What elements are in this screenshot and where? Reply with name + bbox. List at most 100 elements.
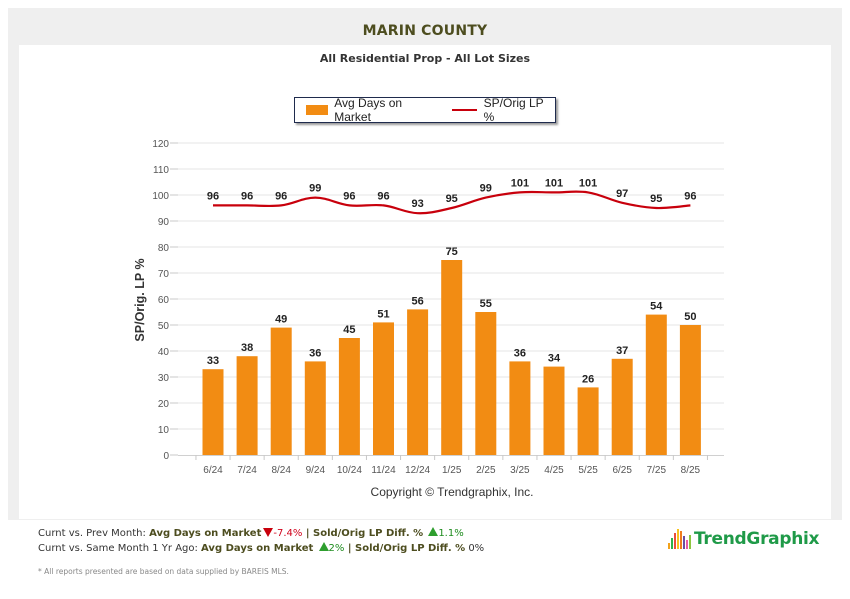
x-axis-ticks: 6/24 7/24 8/24 9/24 10/24 11/24 12/24 1/25 2/25 3… <box>195 455 708 476</box>
y-tick-label: 40 <box>158 347 170 358</box>
bar-data-label: 56 <box>411 295 423 307</box>
bar <box>577 387 599 455</box>
logo-bar <box>668 543 670 549</box>
line-data-label: 101 <box>545 177 563 189</box>
bar-data-labels: 33 38 49 36 45 51 56 75 55 36 34 26 37 54 50 <box>207 246 697 385</box>
logo-bar <box>674 533 676 549</box>
x-tick-label: 8/24 <box>271 465 291 476</box>
bar-data-label: 37 <box>616 345 628 357</box>
legend-bar-label: Avg Days on Market <box>334 96 403 124</box>
bar <box>236 356 258 455</box>
bar-data-label: 36 <box>514 347 526 359</box>
triangle-down-icon <box>263 528 274 537</box>
triangle-up-icon <box>318 542 329 551</box>
bar-series <box>202 260 701 455</box>
stats-year-ago: Curnt vs. Same Month 1 Yr Ago: Avg Days … <box>38 542 485 554</box>
bar <box>338 338 360 455</box>
bar-data-label: 50 <box>684 311 696 323</box>
bar <box>645 314 667 455</box>
logo-text: TrendGraphix <box>694 529 820 549</box>
bar-data-label: 26 <box>582 373 594 385</box>
bar <box>270 327 292 455</box>
bar-data-label: 49 <box>275 314 287 326</box>
bar-data-label: 38 <box>241 342 253 354</box>
x-tick-label: 7/25 <box>647 465 667 476</box>
logo-bar <box>683 536 685 549</box>
footer-stats: Curnt vs. Prev Month: Avg Days on Market… <box>38 526 484 556</box>
stats-prev-month: Curnt vs. Prev Month: Avg Days on Market… <box>38 527 464 539</box>
disclaimer: * All reports presented are based on dat… <box>38 567 289 576</box>
line-data-label: 97 <box>616 188 628 200</box>
bar-data-label: 36 <box>309 347 321 359</box>
bar <box>543 366 565 455</box>
logo-bar <box>680 531 682 549</box>
line-data-label: 99 <box>309 183 321 195</box>
legend-bar-swatch <box>306 105 329 115</box>
y-axis-ticks: 0 10 20 30 40 50 60 70 80 90 100 110 120 <box>152 139 178 462</box>
logo-bar <box>671 538 673 549</box>
legend-line-label: SP/Orig LP % <box>483 96 544 124</box>
y-axis-label: SP/Orig. LP % <box>133 258 147 341</box>
bar-data-label: 55 <box>480 298 492 310</box>
line-data-label: 96 <box>275 190 287 202</box>
logo-bar <box>677 529 679 549</box>
line-data-label: 95 <box>446 193 458 205</box>
line-data-label: 96 <box>241 190 253 202</box>
line-data-label: 96 <box>207 190 219 202</box>
x-tick-label: 2/25 <box>476 465 496 476</box>
line-data-label: 101 <box>511 177 529 189</box>
y-tick-label: 70 <box>158 269 170 280</box>
bar <box>679 325 701 455</box>
x-tick-label: 11/24 <box>371 465 396 476</box>
x-tick-label: 1/25 <box>442 465 462 476</box>
bar <box>509 361 531 455</box>
bar-data-label: 75 <box>446 246 458 258</box>
x-tick-label: 6/24 <box>203 465 223 476</box>
legend-line-swatch <box>452 109 477 111</box>
x-tick-label: 4/25 <box>544 465 564 476</box>
line-data-label: 96 <box>377 190 389 202</box>
trendgraphix-logo: TrendGraphix <box>668 527 819 549</box>
y-tick-label: 50 <box>158 321 170 332</box>
x-tick-label: 5/25 <box>578 465 598 476</box>
bar <box>407 309 429 455</box>
x-tick-label: 7/24 <box>237 465 257 476</box>
triangle-up-icon <box>428 527 439 536</box>
line-data-label: 96 <box>343 190 355 202</box>
logo-bar <box>689 535 691 549</box>
line-data-label: 101 <box>579 177 597 189</box>
bar <box>441 260 463 455</box>
logo-bars-icon <box>668 529 691 549</box>
bar <box>611 358 633 455</box>
y-tick-label: 30 <box>158 373 170 384</box>
y-tick-label: 10 <box>158 425 170 436</box>
bar <box>373 322 394 455</box>
logo-bar <box>686 540 688 549</box>
bar-data-label: 33 <box>207 355 219 367</box>
y-tick-label: 20 <box>158 399 170 410</box>
bar <box>202 369 224 455</box>
chart-legend: Avg Days on Market SP/Orig LP % <box>294 96 556 124</box>
line-data-label: 96 <box>684 190 696 202</box>
bar-data-label: 34 <box>548 353 561 365</box>
bar <box>475 312 497 455</box>
line-data-label: 93 <box>411 198 423 210</box>
bar-data-label: 51 <box>377 308 389 320</box>
x-tick-label: 6/25 <box>612 465 632 476</box>
x-tick-label: 10/24 <box>337 465 362 476</box>
y-tick-label: 60 <box>158 295 170 306</box>
x-tick-label: 9/24 <box>306 465 326 476</box>
bar-data-label: 54 <box>650 301 663 313</box>
y-tick-label: 110 <box>153 165 169 176</box>
line-data-label: 95 <box>650 193 662 205</box>
line-series-sp-orig-lp <box>213 190 691 215</box>
y-tick-label: 100 <box>152 191 169 202</box>
y-tick-label: 120 <box>152 139 169 150</box>
copyright-text: Copyright © Trendgraphix, Inc. <box>371 485 534 499</box>
line-data-labels: 96 96 96 99 96 96 93 95 99 101 101 101 97 95 96 <box>207 177 697 210</box>
x-tick-label: 3/25 <box>510 465 530 476</box>
bar <box>304 361 326 455</box>
y-tick-label: 0 <box>163 451 169 462</box>
x-tick-label: 8/25 <box>681 465 701 476</box>
chart-subtitle: All Residential Prop - All Lot Sizes <box>319 52 531 65</box>
